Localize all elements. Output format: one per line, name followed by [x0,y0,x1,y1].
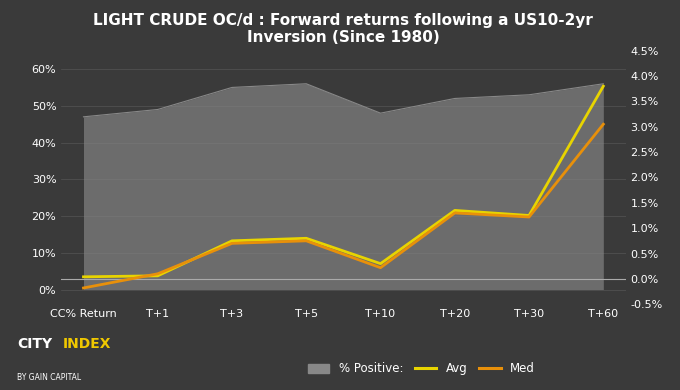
Text: INDEX: INDEX [63,337,111,351]
Text: BY GAIN CAPITAL: BY GAIN CAPITAL [17,373,81,382]
Legend: % Positive:, Avg, Med: % Positive:, Avg, Med [303,358,540,380]
Title: LIGHT CRUDE OC/d : Forward returns following a US10-2yr
Inversion (Since 1980): LIGHT CRUDE OC/d : Forward returns follo… [93,13,594,45]
Text: CITY: CITY [17,337,52,351]
